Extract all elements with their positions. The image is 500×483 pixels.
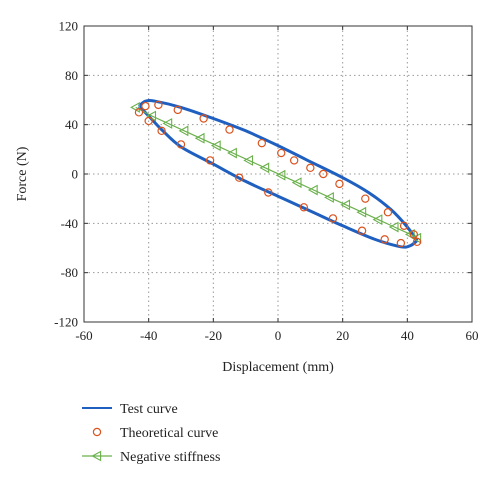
y-tick-label: 120 xyxy=(59,19,79,34)
negative-stiffness-marker xyxy=(259,162,270,174)
legend-label: Negative stiffness xyxy=(120,450,220,465)
y-axis-label: Force (N) xyxy=(15,146,30,201)
theoretical-curve-point xyxy=(176,140,186,149)
theoretical-curve-point xyxy=(205,156,215,165)
theoretical-curve-point xyxy=(383,208,393,217)
y-tick-label: 0 xyxy=(72,167,79,182)
axes: -60 -40 -20 0 20 40 60 -120 -80 -40 0 40 80 120 xyxy=(54,19,478,344)
negative-stiffness-marker xyxy=(324,191,334,203)
theoretical-curve-point xyxy=(380,235,389,244)
theoretical-curve-point xyxy=(144,116,153,126)
legend: Test curve Theoretical curve Negative stif… xyxy=(82,402,220,465)
theoretical-curve-point xyxy=(157,126,166,136)
negative-stiffness-marker xyxy=(243,154,254,166)
series-layer xyxy=(130,99,422,249)
theoretical-curve-point xyxy=(154,100,163,110)
theoretical-curve-point xyxy=(335,179,344,189)
theoretical-curve-point xyxy=(141,101,150,111)
negative-stiffness-marker xyxy=(388,221,399,233)
negative-stiffness-marker xyxy=(162,117,173,129)
theoretical-curve-point xyxy=(409,230,418,239)
x-tick-label: -40 xyxy=(140,328,157,343)
theoretical-curve-point xyxy=(277,148,286,158)
negative-stiffness-marker xyxy=(291,177,302,189)
x-tick-label: 40 xyxy=(401,328,414,343)
y-tick-label: -80 xyxy=(61,265,78,280)
legend-label: Theoretical curve xyxy=(120,426,218,441)
legend-label: Test curve xyxy=(120,402,178,417)
negative-stiffness-marker xyxy=(356,206,367,218)
theoretical-curve-point xyxy=(199,114,208,123)
negative-stiffness-marker xyxy=(130,101,140,113)
x-tick-label: -20 xyxy=(205,328,222,343)
theoretical-curve-point xyxy=(173,105,182,115)
negative-stiffness-marker xyxy=(404,228,415,240)
negative-stiffness-marker xyxy=(210,140,221,152)
y-tick-label: -120 xyxy=(54,315,78,330)
theoretical-curve-point xyxy=(319,169,328,179)
negative-stiffness-marker xyxy=(340,199,351,211)
legend-swatch-negative-stiffness-marker xyxy=(91,450,102,462)
y-tick-label: 40 xyxy=(65,117,78,132)
negative-stiffness-marker xyxy=(178,125,189,137)
negative-stiffness-marker xyxy=(275,169,286,181)
theoretical-curve-point xyxy=(299,203,309,212)
x-tick-label: 0 xyxy=(275,328,282,343)
theoretical-curve-point xyxy=(399,221,409,230)
theoretical-curve-point xyxy=(264,188,273,197)
theoretical-curve-point xyxy=(396,238,406,248)
theoretical-curve-point xyxy=(225,125,234,134)
theoretical-curve-point xyxy=(357,226,367,235)
theoretical-curve-point xyxy=(306,163,315,173)
theoretical-curve-point xyxy=(257,138,267,148)
x-tick-label: -60 xyxy=(75,328,92,343)
y-tick-label: 80 xyxy=(65,68,78,83)
theoretical-curve-point xyxy=(361,194,370,203)
negative-stiffness-marker xyxy=(307,184,318,196)
negative-stiffness-marker xyxy=(194,132,205,144)
theoretical-curve-point xyxy=(134,108,144,117)
y-tick-label: -40 xyxy=(61,216,78,231)
negative-stiffness-marker xyxy=(227,147,237,159)
theoretical-curve-point xyxy=(234,173,244,182)
x-tick-label: 60 xyxy=(466,328,479,343)
theoretical-curve-point xyxy=(289,156,299,165)
negative-stiffness-line xyxy=(135,106,418,239)
x-tick-label: 20 xyxy=(336,328,349,343)
x-axis-label: Displacement (mm) xyxy=(222,360,334,375)
legend-swatch-theoretical-curve xyxy=(92,427,102,437)
theoretical-curve-point xyxy=(412,237,422,247)
theoretical-curve-point xyxy=(328,214,338,223)
negative-stiffness-marker xyxy=(372,214,383,226)
